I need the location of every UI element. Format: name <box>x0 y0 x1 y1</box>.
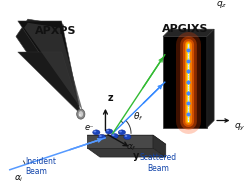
Ellipse shape <box>98 134 106 139</box>
Ellipse shape <box>118 130 126 135</box>
Text: $\theta_f$: $\theta_f$ <box>133 111 143 123</box>
Ellipse shape <box>111 133 118 139</box>
Text: $\alpha_i$: $\alpha_i$ <box>14 174 24 184</box>
Text: APXPS: APXPS <box>34 26 76 36</box>
Ellipse shape <box>124 134 131 139</box>
Polygon shape <box>163 29 214 36</box>
Text: $q_y$: $q_y$ <box>234 122 246 133</box>
Ellipse shape <box>94 131 96 132</box>
Ellipse shape <box>106 130 109 132</box>
Text: e⁻: e⁻ <box>84 123 94 132</box>
Ellipse shape <box>106 129 113 134</box>
Ellipse shape <box>125 135 127 137</box>
Polygon shape <box>18 52 81 114</box>
Polygon shape <box>24 23 82 110</box>
Ellipse shape <box>78 111 83 117</box>
Text: $q_z$: $q_z$ <box>216 0 227 10</box>
Text: Scattered
Beam: Scattered Beam <box>140 153 177 173</box>
Polygon shape <box>87 148 166 157</box>
Polygon shape <box>153 135 166 157</box>
Polygon shape <box>16 19 64 54</box>
Polygon shape <box>163 36 207 128</box>
Polygon shape <box>87 135 166 144</box>
Ellipse shape <box>119 131 122 132</box>
Text: Incident
Beam: Incident Beam <box>25 157 56 177</box>
Ellipse shape <box>79 114 81 116</box>
Ellipse shape <box>93 130 100 135</box>
Polygon shape <box>207 29 214 128</box>
Ellipse shape <box>77 109 85 119</box>
Polygon shape <box>18 21 81 114</box>
Polygon shape <box>87 135 153 148</box>
Text: APGIXS: APGIXS <box>162 24 208 34</box>
Text: $\alpha_f$: $\alpha_f$ <box>126 143 136 153</box>
Ellipse shape <box>112 134 114 136</box>
Ellipse shape <box>99 135 102 137</box>
Text: y: y <box>133 151 139 161</box>
Text: z: z <box>107 93 113 103</box>
